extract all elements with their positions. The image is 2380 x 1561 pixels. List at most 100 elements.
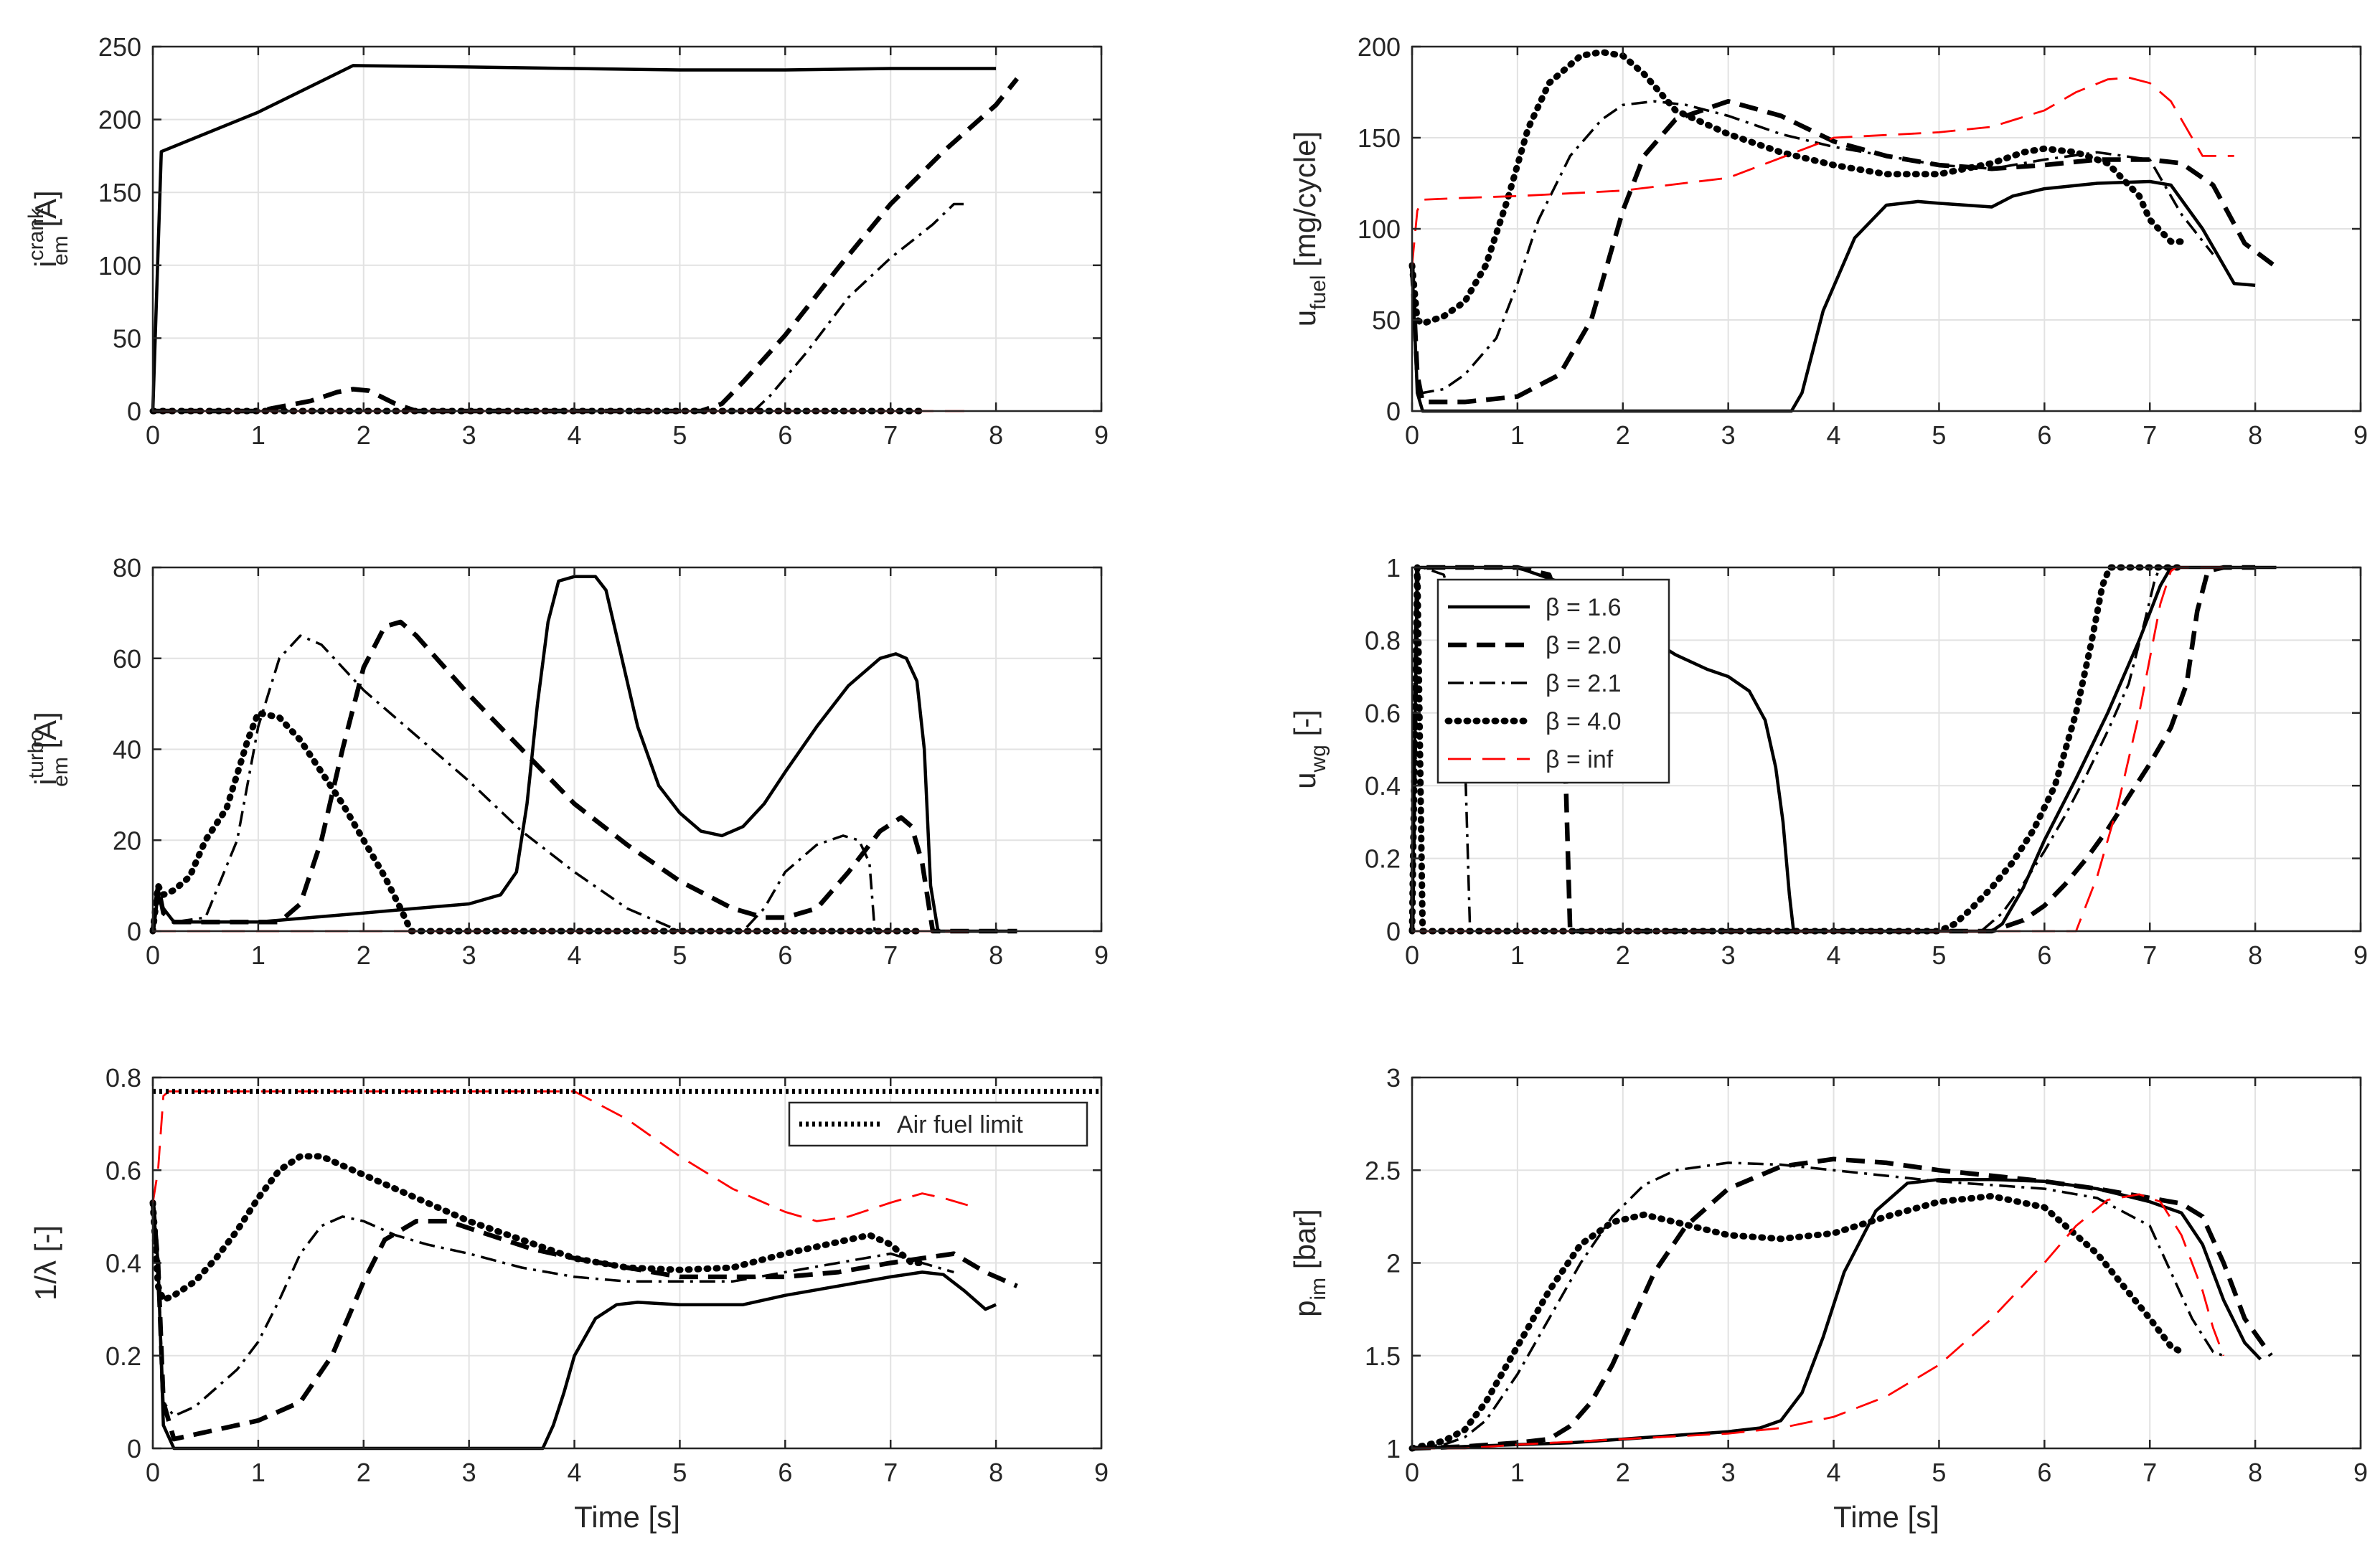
y-tick-label: 0	[127, 397, 141, 426]
y-tick-label: 0.8	[105, 1063, 141, 1093]
series-line-dot	[1408, 49, 2185, 327]
chart-panel-crank: 0 1 2 3 4 5 6 7 8 9 0 50 100 150 200 250 icrankem [A]	[24, 32, 1109, 450]
x-tick-label: 7	[883, 420, 898, 450]
y-tick-label: 0	[1386, 917, 1401, 946]
x-tick-label: 5	[672, 940, 687, 970]
y-tick-label: 0.8	[1365, 626, 1401, 655]
y-label-superscript: crank	[24, 207, 48, 260]
x-tick-label: 0	[146, 940, 160, 970]
y-tick-label: 0	[127, 917, 141, 946]
y-tick-label: 150	[1358, 123, 1401, 153]
x-tick-label: 2	[357, 940, 371, 970]
y-tick-label: 2.5	[1365, 1156, 1401, 1185]
x-tick-label: 9	[2353, 940, 2368, 970]
x-tick-label: 1	[1510, 420, 1525, 450]
y-label-base: p	[1288, 1301, 1322, 1317]
y-tick-label: 50	[1372, 306, 1401, 335]
series-line-dash	[1411, 1156, 2273, 1451]
y-label-subscript: wg	[1307, 745, 1330, 773]
x-axis-label: Time [s]	[574, 1500, 680, 1534]
x-tick-label: 8	[2248, 1458, 2262, 1487]
x-tick-label: 0	[146, 420, 160, 450]
x-tick-label: 5	[1932, 1458, 1946, 1487]
y-tick-label: 0	[127, 1434, 141, 1463]
legend: β = 1.6 β = 2.0 β = 2.1 β = 4.0 β = inf	[1436, 578, 1670, 784]
y-label-unit: [bar]	[1288, 1209, 1322, 1278]
y-label-subscript: im	[1307, 1278, 1330, 1301]
plot-area	[153, 47, 1101, 411]
y-label-base: u	[1288, 310, 1322, 326]
y-label-superscript: turbo	[24, 730, 48, 778]
y-tick-label: 1	[1386, 553, 1401, 583]
x-tick-label: 3	[462, 940, 476, 970]
chart-panel-fuel-injection: 0 1 2 3 4 5 6 7 8 9 0 50 100 150 200 ufuel [mg/cycle]	[1288, 32, 2368, 450]
x-tick-label: 3	[1721, 1458, 1736, 1487]
x-tick-label: 2	[1616, 1458, 1630, 1487]
x-tick-label: 2	[357, 420, 371, 450]
y-label-base: i	[29, 778, 62, 785]
x-tick-label: 4	[1827, 940, 1841, 970]
x-tick-label: 4	[568, 420, 582, 450]
y-axis-label: icrankem [A]	[24, 190, 72, 267]
x-tick-label: 0	[1405, 420, 1419, 450]
y-label-base: 1/λ	[29, 1260, 62, 1301]
x-tick-label: 8	[989, 1458, 1003, 1487]
x-tick-label: 1	[251, 420, 265, 450]
y-tick-label: 0.4	[105, 1249, 141, 1278]
x-tick-label: 3	[1721, 940, 1736, 970]
y-label-subscript: em	[49, 235, 72, 265]
y-tick-label: 60	[113, 644, 141, 674]
legend-entry: β = 2.1	[1546, 670, 1622, 697]
x-tick-label: 1	[1510, 1458, 1525, 1487]
x-tick-label: 8	[989, 940, 1003, 970]
y-tick-label: 100	[1358, 214, 1401, 244]
y-axis-label: 1/λ [-]	[29, 1225, 62, 1301]
series-line-dot	[149, 1153, 926, 1303]
y-label-unit: [-]	[1288, 709, 1322, 745]
y-tick-label: 0.6	[105, 1156, 141, 1185]
y-label-base: i	[29, 260, 62, 267]
x-tick-label: 1	[251, 940, 265, 970]
legend-entry: β = 2.0	[1546, 632, 1622, 659]
x-tick-label: 6	[2037, 1458, 2051, 1487]
legend: Air fuel limit	[788, 1101, 1088, 1147]
y-axis-label: uwg [-]	[1288, 709, 1330, 789]
y-label-subscript: fuel	[1307, 275, 1330, 309]
y-tick-label: 0.4	[1365, 771, 1401, 801]
x-tick-label: 6	[778, 940, 792, 970]
series-line-dot	[1408, 1192, 2185, 1452]
x-tick-label: 0	[1405, 1458, 1419, 1487]
x-tick-label: 5	[1932, 420, 1946, 450]
x-tick-label: 7	[883, 1458, 898, 1487]
legend-entry: β = 1.6	[1546, 594, 1622, 621]
x-tick-label: 2	[1616, 940, 1630, 970]
y-tick-label: 0.2	[105, 1341, 141, 1371]
series-line-dash	[1409, 98, 2278, 405]
x-tick-label: 6	[2037, 420, 2051, 450]
series-line-red	[1411, 76, 2234, 265]
chart-panel-inverse-lambda: 0 1 2 3 4 5 6 7 8 9 0 0.2 0.4 0.6 0.8 1/λ [-] Time [s] Ai…	[29, 1063, 1109, 1534]
x-tick-label: 8	[989, 420, 1003, 450]
x-tick-label: 3	[462, 1458, 476, 1487]
x-tick-label: 1	[251, 1458, 265, 1487]
legend-entry: β = inf	[1546, 746, 1614, 773]
y-label-unit: [A]	[29, 190, 62, 235]
x-tick-label: 9	[2353, 1458, 2368, 1487]
y-axis-label: ufuel [mg/cycle]	[1288, 131, 1330, 326]
y-label-unit: [-]	[29, 1225, 62, 1260]
x-tick-label: 5	[672, 1458, 687, 1487]
x-tick-label: 0	[146, 1458, 160, 1487]
y-tick-label: 2	[1386, 1249, 1401, 1278]
axes-box	[1411, 566, 2362, 933]
x-tick-label: 7	[883, 940, 898, 970]
x-tick-label: 7	[2143, 1458, 2157, 1487]
chart-panel-turbo-current: 0 1 2 3 4 5 6 7 8 9 0 20 40 60 80 iturboem [A]	[24, 553, 1109, 970]
series-line-solid	[151, 575, 1017, 933]
axes-box	[151, 45, 1103, 412]
x-tick-label: 3	[462, 420, 476, 450]
x-tick-label: 5	[672, 420, 687, 450]
series-line-dashdot	[151, 1202, 954, 1418]
y-tick-label: 50	[113, 324, 141, 353]
x-tick-label: 6	[778, 1458, 792, 1487]
